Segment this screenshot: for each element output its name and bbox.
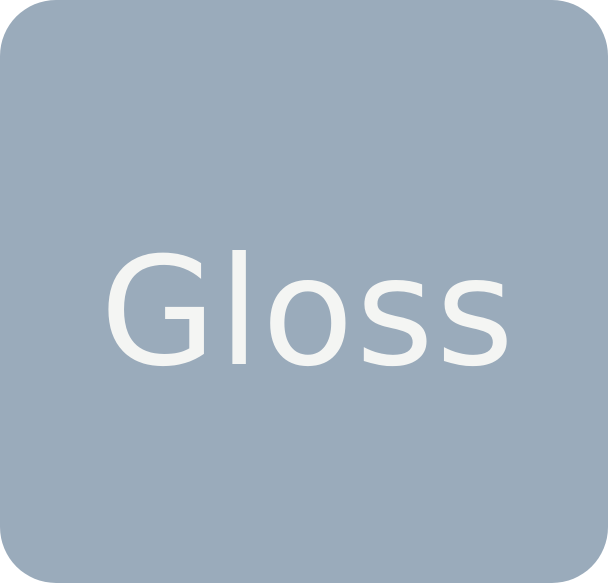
- app-tile-label: Gloss: [100, 226, 516, 400]
